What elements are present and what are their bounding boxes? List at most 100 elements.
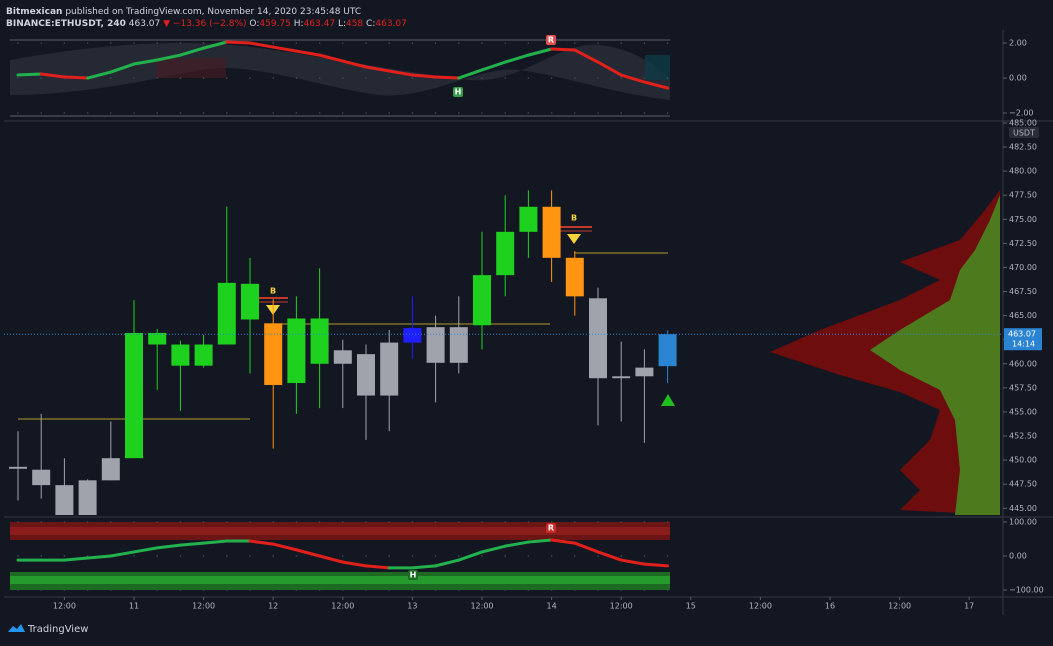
grid-dot <box>179 589 182 591</box>
oscillator-segment <box>480 544 507 554</box>
grid-dot <box>63 555 66 557</box>
price-box <box>1004 328 1042 351</box>
grid-dot <box>226 589 228 591</box>
grid-dot <box>666 521 669 523</box>
x-tick-label: 13 <box>407 602 417 611</box>
c-label: C: <box>366 19 375 29</box>
grid-dot <box>527 77 530 79</box>
candle-body <box>542 206 561 258</box>
oscillator-segment <box>178 541 206 547</box>
grid-dot <box>63 112 66 114</box>
candle-body <box>217 282 236 345</box>
grid-dot <box>574 589 576 591</box>
oscillator-segment <box>364 65 391 73</box>
change: −13.36 (−2.8%) <box>173 19 247 29</box>
grid-dot <box>458 589 460 591</box>
grid-dot <box>272 521 275 523</box>
oscillator-segment <box>410 564 438 570</box>
grid-dot <box>179 521 182 523</box>
grid-dot <box>295 555 298 557</box>
grid-dot <box>574 77 576 79</box>
grid-dot <box>434 42 437 44</box>
grid-dot <box>318 112 321 114</box>
grid-dot <box>504 521 507 523</box>
grid-dot <box>597 112 599 114</box>
y-tick-label: 475.00 <box>1009 215 1037 224</box>
grid-dot <box>481 555 483 557</box>
grid-dot <box>318 521 321 523</box>
grid-dot <box>342 521 344 523</box>
grid-dot <box>179 555 182 557</box>
grid-dot <box>63 521 66 523</box>
header-line: BINANCE:ETHUSDT, 240 463.07 ▼ −13.36 (−2… <box>6 19 407 29</box>
y-tick-label: 2.00 <box>1009 39 1027 48</box>
grid-dot <box>318 42 321 44</box>
candle-body <box>519 206 538 232</box>
oscillator-segment <box>62 75 90 80</box>
candle-body <box>357 354 375 396</box>
grid-dot <box>643 77 646 79</box>
grid-dot <box>504 77 507 79</box>
candle-body <box>473 275 491 326</box>
grid-dot <box>86 555 89 557</box>
x-tick-label: 11 <box>129 602 139 611</box>
grid-dot <box>295 42 298 44</box>
grid-dot <box>527 555 530 557</box>
annotation-box <box>453 87 463 97</box>
x-tick-label: 12:00 <box>53 602 76 611</box>
grid-dot <box>295 112 298 114</box>
grid-dot <box>597 589 599 591</box>
grid-dot <box>133 77 135 79</box>
grid-dot <box>133 555 135 557</box>
grid-dot <box>458 42 460 44</box>
candle-body <box>241 283 259 320</box>
oscillator-segment <box>434 558 461 568</box>
grid-dot <box>110 77 112 79</box>
grid-dot <box>643 112 646 114</box>
grid-dot <box>597 521 599 523</box>
grid-dot <box>481 589 483 591</box>
grid-dot <box>481 112 483 114</box>
oscillator-segment <box>642 562 670 568</box>
oscillator-segment <box>341 560 368 568</box>
grid-dot <box>179 42 182 44</box>
oscillator-segment <box>318 53 345 63</box>
grid-dot <box>202 555 205 557</box>
grid-dot <box>666 42 669 44</box>
grid-dot <box>226 555 228 557</box>
x-tick-label: 12:00 <box>192 602 215 611</box>
grid-dot <box>86 42 89 44</box>
grid-dot <box>110 589 112 591</box>
oscillator-segment <box>109 550 136 558</box>
x-tick-label: 16 <box>825 602 835 611</box>
x-tick-label: 17 <box>964 602 974 611</box>
grid-dot <box>411 521 414 523</box>
grid-dot <box>156 42 158 44</box>
grid-dot <box>666 112 669 114</box>
grid-dot <box>411 555 414 557</box>
oscillator-segment <box>155 543 182 550</box>
grid-dot <box>295 77 298 79</box>
y-tick-label: 477.50 <box>1009 191 1037 200</box>
y-tick-label: 465.00 <box>1009 311 1037 320</box>
grid-dot <box>226 112 228 114</box>
oscillator-segment <box>457 550 484 562</box>
grid-dot <box>342 112 344 114</box>
candle-body <box>333 350 352 364</box>
unit: USDT <box>1013 129 1035 138</box>
annotation-box <box>546 35 556 45</box>
grid-dot <box>666 77 669 79</box>
candle-body <box>148 332 167 345</box>
y-tick-label: 470.00 <box>1009 263 1037 272</box>
y-tick-label: 457.50 <box>1009 383 1037 392</box>
y-tick-label: 485.00 <box>1009 118 1037 127</box>
candle-body <box>171 344 190 366</box>
grid-dot <box>365 77 367 79</box>
grid-dot <box>133 521 135 523</box>
grid-dot <box>226 521 228 523</box>
grid-dot <box>504 112 507 114</box>
candle-body <box>612 376 631 379</box>
grid-dot <box>504 589 507 591</box>
grid-dot <box>86 521 89 523</box>
